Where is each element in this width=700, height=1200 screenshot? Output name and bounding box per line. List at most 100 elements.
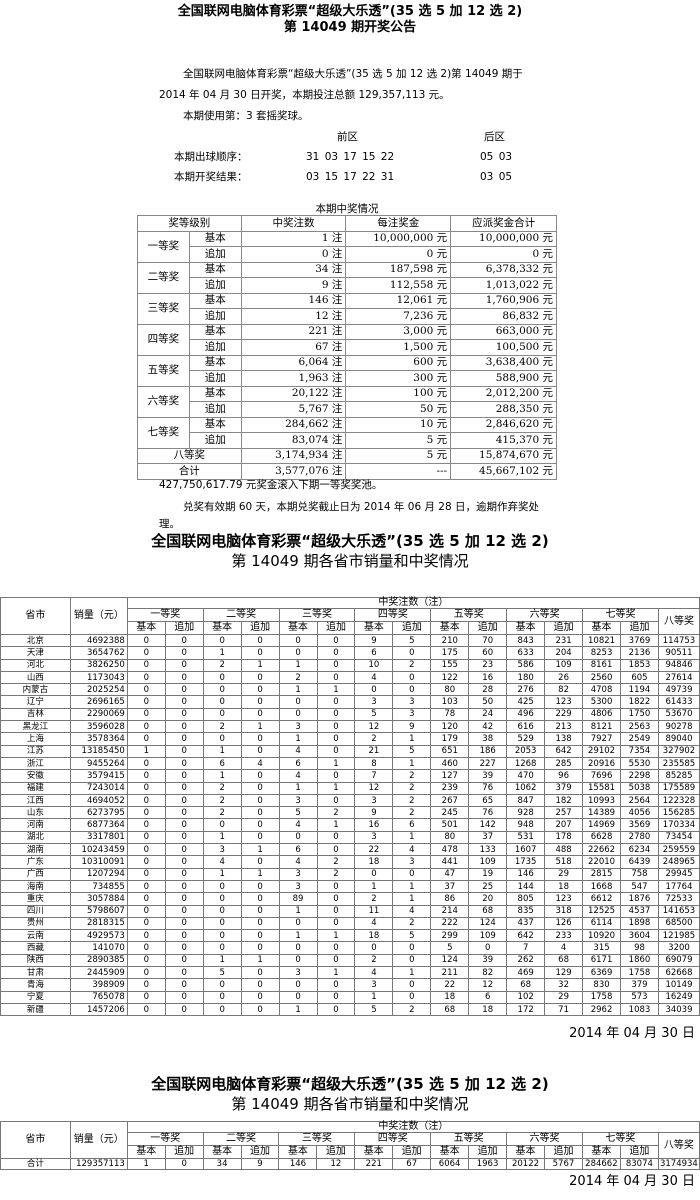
winner-count: 76	[468, 781, 508, 795]
prize-type: 追加	[188, 432, 242, 449]
winner-count: 2	[316, 867, 356, 881]
province-name: 广西	[0, 867, 71, 881]
winner-count: 6628	[582, 830, 622, 845]
winner-count: 122	[430, 670, 470, 685]
winner-count: 0	[240, 707, 280, 722]
prize-level: 二等奖	[137, 261, 190, 294]
winner-count: 2780	[620, 830, 659, 845]
winner-count: 68500	[657, 916, 700, 931]
winner-count: 86	[430, 892, 470, 906]
winner-count: 2	[202, 658, 242, 672]
winner-count: 6	[202, 756, 242, 771]
province-row: 湖北 3317801 0 0 1 0 0 0 3 1 80 37 531 178 6628 2780 73454	[0, 830, 700, 845]
winner-count: 0	[316, 843, 356, 857]
winner-count: 0	[126, 756, 166, 771]
prize-level: 一等奖	[137, 230, 190, 263]
header-basic: 基本	[354, 621, 394, 635]
winner-count: 222	[430, 916, 470, 931]
winner-count: 3	[278, 793, 318, 808]
winner-count: 0	[316, 892, 356, 906]
province-name: 上海	[0, 732, 71, 746]
winner-count: 501	[430, 818, 470, 832]
sales-amount: 13185450	[69, 744, 128, 758]
winner-count: 460	[430, 756, 470, 771]
winner-count: 267	[430, 793, 470, 808]
winner-count: 2	[392, 781, 432, 795]
prize-table: 奖等级别 中奖注数 每注奖金 应派奖金合计 一等奖 基本 1 注 10,000,000 元 10…	[137, 215, 557, 480]
sales-amount: 1207294	[69, 867, 128, 881]
winner-count: 0	[126, 892, 166, 906]
winner-count: 0	[240, 990, 280, 1004]
winner-count: 2	[392, 806, 432, 820]
winner-count: 318	[544, 904, 584, 918]
winner-count: 5	[430, 941, 470, 955]
winner-count: 2	[278, 670, 318, 685]
winner-count: 109	[468, 855, 508, 869]
header-level: 五等奖	[430, 608, 508, 622]
winner-count: 248965	[657, 855, 700, 869]
winner-count: 85285	[657, 769, 700, 783]
winner-count: 68	[544, 953, 584, 968]
winner-count: 284,662 注	[240, 416, 347, 433]
winner-count: 142	[468, 818, 508, 832]
winner-count: 8161	[582, 658, 622, 672]
winner-count: 62668	[657, 966, 700, 980]
winner-count: 437	[506, 916, 546, 931]
winner-count: 2	[316, 806, 356, 820]
winner-count: 22010	[582, 855, 622, 869]
winner-count: 0	[316, 1002, 356, 1017]
winner-count: 1	[278, 904, 318, 918]
winner-count: 284662	[581, 1158, 621, 1170]
sales-amount: 2445909	[69, 966, 128, 980]
header-level: 二等奖	[202, 1132, 280, 1146]
winner-count: 10	[354, 658, 394, 672]
winner-count: 5	[392, 929, 432, 943]
winner-count: 10993	[582, 793, 622, 808]
winner-count: 3604	[620, 929, 659, 943]
winner-count: 0	[126, 916, 166, 931]
winner-count: 3	[278, 867, 318, 881]
expiry-note-cont: 理。	[159, 518, 180, 530]
winner-count: 0	[240, 769, 280, 783]
winner-count: 18	[468, 1002, 508, 1017]
winner-count: 1853	[620, 658, 659, 672]
winner-count: 0	[354, 941, 394, 955]
winner-count: 0	[202, 892, 242, 906]
province-row: 陕西 2890385 0 0 1 1 0 0 2 0 124 39 262 68 6171 1860 69079	[0, 953, 700, 968]
prize-total: 86,832 元	[450, 308, 557, 325]
prize-type: 基本	[188, 292, 242, 309]
winner-count: 0	[240, 793, 280, 808]
winner-count: 496	[506, 707, 546, 722]
header-extra: 追加	[620, 621, 659, 635]
header-col: 中奖注数	[240, 215, 347, 232]
winner-count: 4537	[620, 904, 659, 918]
winner-count: 213	[544, 720, 584, 734]
winner-count: 0	[240, 855, 280, 869]
winner-count: 19	[468, 867, 508, 881]
province-row: 河北 3826250 0 0 2 1 1 0 10 2 155 23 586 109 8161 1853 948…	[0, 658, 700, 672]
province-name: 新疆	[0, 1002, 71, 1017]
winner-count: 29	[544, 867, 584, 881]
winner-count: 5	[354, 1002, 394, 1017]
header-sales: 销量（元）	[69, 597, 128, 635]
winner-count: 78	[430, 707, 470, 722]
winner-count: 1668	[582, 879, 622, 894]
winner-count: 0	[240, 781, 280, 795]
winner-count: 3	[392, 707, 432, 722]
winner-count: 0	[126, 806, 166, 820]
prize-row: 合计 3,577,076 注 --- 45,667,102 元	[137, 463, 557, 480]
winner-count: 5	[278, 806, 318, 820]
winner-count: 5038	[620, 781, 659, 795]
winner-count: 47	[430, 867, 470, 881]
winner-count: 1	[278, 658, 318, 672]
winner-count: 1	[278, 929, 318, 943]
header-basic: 基本	[506, 621, 546, 635]
winner-count: 12 注	[240, 308, 347, 325]
header-level: 四等奖	[354, 608, 432, 622]
winner-count: 2	[202, 781, 242, 795]
winner-count: 65	[468, 793, 508, 808]
winner-count: 5	[202, 966, 242, 980]
winner-count: 114753	[657, 633, 700, 648]
winner-count: 22	[354, 843, 394, 857]
winner-count: 928	[506, 806, 546, 820]
